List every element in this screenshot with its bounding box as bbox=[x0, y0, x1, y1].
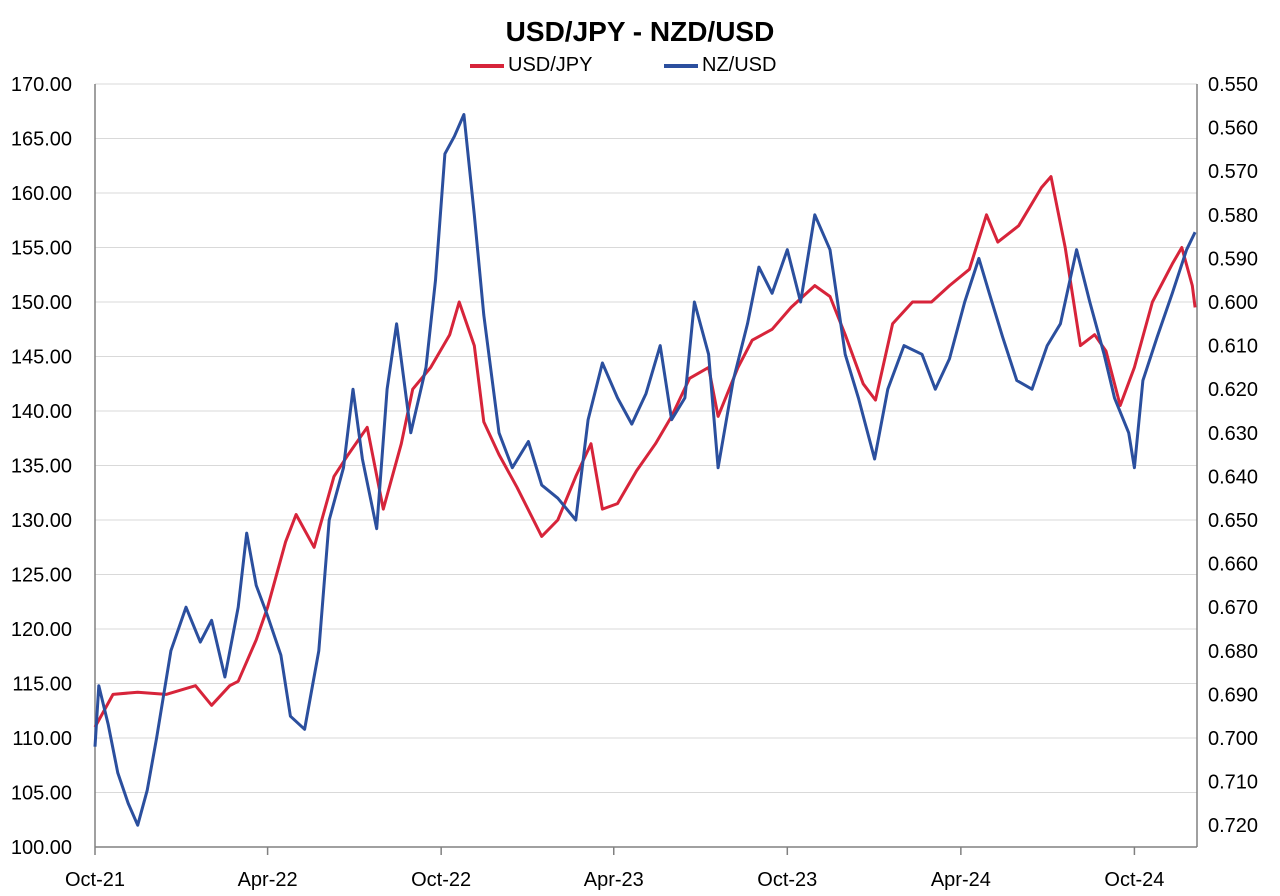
y-left-tick-label: 110.00 bbox=[12, 728, 72, 750]
y-right-tick-label: 0.710 bbox=[1208, 772, 1258, 794]
y-right-tick-label: 0.670 bbox=[1208, 597, 1258, 619]
y-left-tick-label: 100.00 bbox=[11, 837, 72, 859]
legend-swatch-usdjpy bbox=[470, 63, 504, 68]
y-right-tick-label: 0.700 bbox=[1208, 728, 1258, 750]
tick-labels: 170.00 165.00 160.00 155.00 150.00 145.00 140.… bbox=[11, 74, 1258, 891]
series-line-usdjpy bbox=[93, 175, 1197, 728]
y-left-tick-label: 160.00 bbox=[11, 183, 72, 205]
y-right-tick-label: 0.560 bbox=[1208, 118, 1258, 140]
y-right-tick-label: 0.640 bbox=[1208, 466, 1258, 488]
y-right-tick-label: 0.600 bbox=[1208, 292, 1258, 314]
y-left-tick-label: 105.00 bbox=[11, 783, 72, 805]
y-left-tick-label: 135.00 bbox=[11, 456, 72, 478]
y-right-tick-label: 0.660 bbox=[1208, 554, 1258, 576]
y-left-tick-label: 165.00 bbox=[11, 129, 72, 151]
y-right-tick-label: 0.570 bbox=[1208, 161, 1258, 183]
legend-item-nzusd: NZ/USD bbox=[664, 54, 776, 77]
legend-label-usdjpy: USD/JPY bbox=[508, 54, 593, 76]
y-right-tick-label: 0.680 bbox=[1208, 641, 1258, 663]
y-left-tick-label: 125.00 bbox=[11, 565, 72, 587]
y-left-tick-label: 115.00 bbox=[12, 674, 72, 696]
chart-title: USD/JPY - NZD/USD bbox=[505, 16, 775, 47]
x-tick-label: Apr-22 bbox=[238, 869, 298, 891]
y-right-tick-label: 0.650 bbox=[1208, 510, 1258, 532]
legend-swatch-nzusd bbox=[664, 63, 698, 68]
x-tick-label: Apr-24 bbox=[931, 869, 991, 891]
axes bbox=[94, 84, 1198, 855]
x-tick-label: Oct-21 bbox=[65, 869, 125, 891]
legend-label-nzusd: NZ/USD bbox=[702, 54, 777, 76]
y-right-tick-label: 0.720 bbox=[1208, 815, 1258, 837]
series-line-nzusd bbox=[93, 113, 1197, 827]
x-tick-label: Oct-22 bbox=[411, 869, 471, 891]
x-tick-label: Oct-24 bbox=[1104, 869, 1164, 891]
y-left-tick-label: 170.00 bbox=[11, 74, 72, 96]
y-right-tick-label: 0.580 bbox=[1208, 205, 1258, 227]
y-left-tick-label: 140.00 bbox=[11, 401, 72, 423]
grid-lines bbox=[95, 83, 1197, 848]
y-left-tick-label: 145.00 bbox=[11, 347, 72, 369]
y-left-tick-label: 150.00 bbox=[11, 292, 72, 314]
x-tick-label: Oct-23 bbox=[757, 869, 817, 891]
y-right-tick-label: 0.610 bbox=[1208, 336, 1258, 358]
y-right-tick-label: 0.550 bbox=[1208, 74, 1258, 96]
legend-item-usdjpy: USD/JPY bbox=[470, 54, 592, 77]
y-left-tick-label: 130.00 bbox=[11, 510, 72, 532]
y-right-tick-label: 0.590 bbox=[1208, 248, 1258, 270]
y-left-tick-label: 120.00 bbox=[11, 619, 72, 641]
y-right-tick-label: 0.690 bbox=[1208, 684, 1258, 706]
x-tick-label: Apr-23 bbox=[584, 869, 644, 891]
series-lines bbox=[93, 113, 1197, 827]
y-right-tick-label: 0.630 bbox=[1208, 423, 1258, 445]
y-right-tick-label: 0.620 bbox=[1208, 379, 1258, 401]
y-left-tick-label: 155.00 bbox=[11, 238, 72, 260]
